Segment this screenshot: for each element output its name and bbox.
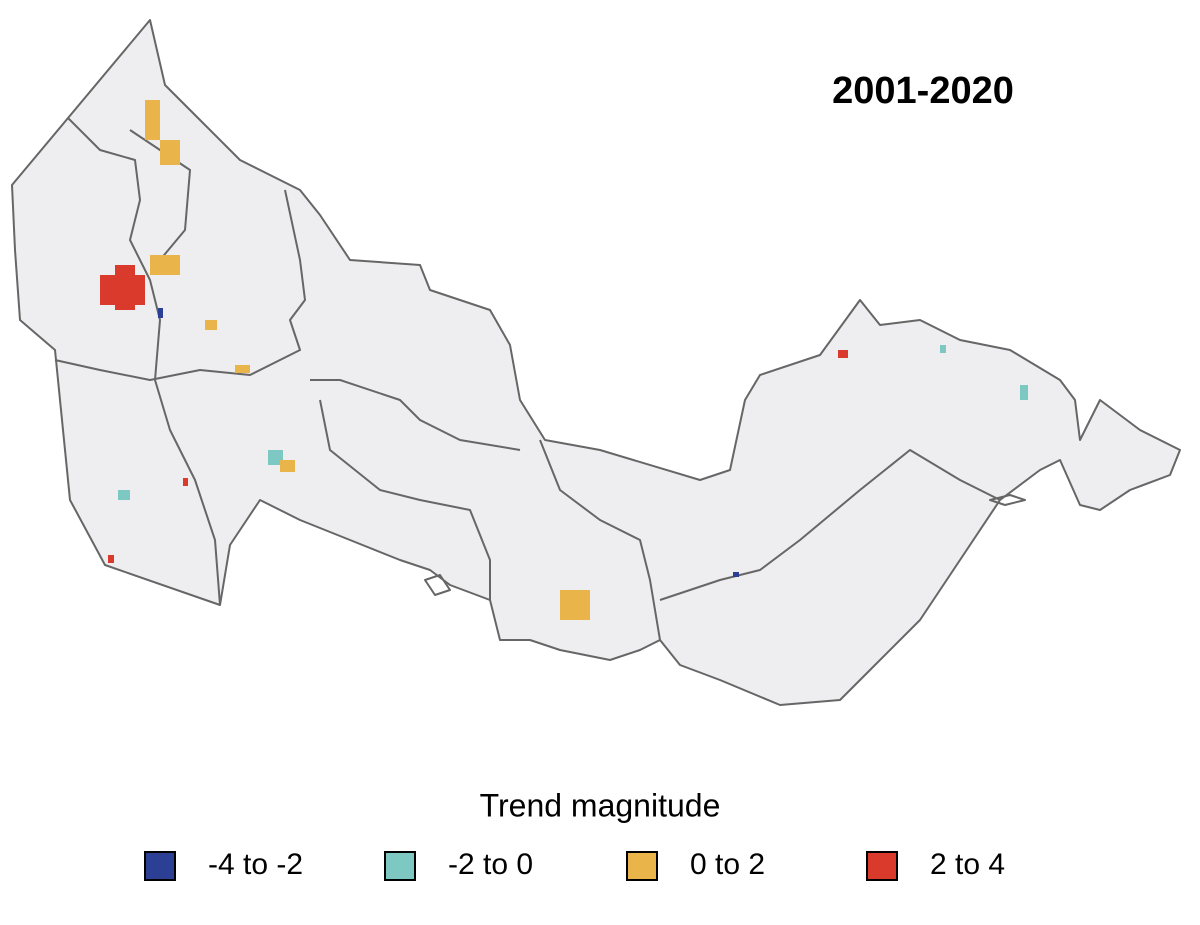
ecozone-boundary — [129, 129, 191, 261]
pixel-cluster — [280, 460, 295, 472]
trend-pixels — [100, 100, 1028, 620]
study-area — [11, 19, 1181, 706]
legend-label: 2 to 4 — [930, 848, 1005, 881]
legend-label: -4 to -2 — [208, 848, 303, 881]
legend-label: -2 to 0 — [448, 848, 533, 881]
pixel-cluster — [940, 345, 946, 353]
pixel-cluster — [158, 308, 163, 318]
pixel-cluster — [115, 265, 135, 310]
island — [424, 574, 451, 596]
ecozone-boundary — [67, 117, 221, 606]
pixel-cluster — [560, 590, 590, 620]
legend-title: Trend magnitude — [480, 787, 721, 823]
map — [11, 19, 1181, 706]
ecozone-boundary — [659, 449, 1001, 601]
pixel-cluster — [838, 350, 848, 358]
pixel-cluster — [160, 140, 180, 165]
pixel-cluster — [183, 478, 188, 486]
pixel-cluster — [118, 490, 130, 500]
pixel-cluster — [268, 450, 283, 465]
ecozone-boundary — [310, 379, 521, 451]
ecozone-boundary — [539, 439, 661, 641]
legend: -4 to -2 -2 to 0 0 to 2 2 to 4 — [144, 848, 1005, 881]
pixel-cluster — [108, 555, 114, 563]
pixel-cluster — [205, 320, 217, 330]
pixel-cluster — [150, 255, 180, 275]
legend-swatch — [626, 851, 658, 881]
pixel-cluster — [145, 100, 160, 140]
pixel-cluster — [733, 572, 739, 577]
legend-swatch — [144, 851, 176, 881]
legend-swatch — [866, 851, 898, 881]
map-title: 2001-2020 — [832, 70, 1014, 112]
legend-swatch — [384, 851, 416, 881]
pixel-cluster — [1020, 385, 1028, 400]
pixel-cluster — [235, 365, 250, 373]
island — [989, 494, 1026, 506]
legend-label: 0 to 2 — [690, 848, 765, 881]
ecozone-boundary — [319, 399, 491, 600]
ecozone-boundary — [54, 189, 306, 381]
